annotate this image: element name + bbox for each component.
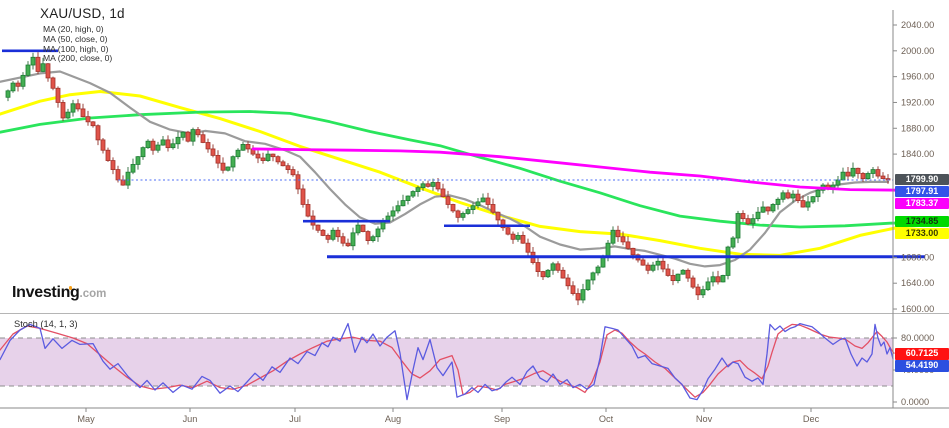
- month-label-nov: Nov: [696, 414, 713, 424]
- stoch-indicator-label: Stoch (14, 1, 3): [14, 319, 78, 329]
- price-tick-1680: 1680.00: [901, 252, 934, 262]
- symbol-title: XAU/USD, 1d: [40, 6, 125, 21]
- price-tick-1600: 1600.00: [901, 304, 934, 314]
- stoch-d-value-label: 60.7125: [895, 348, 949, 360]
- ma20-price-label: 1797.91: [895, 185, 949, 197]
- price-tick-1880: 1880.00: [901, 123, 934, 133]
- month-label-aug: Aug: [385, 414, 401, 424]
- ma-legend: MA (20, high, 0) MA (50, close, 0) MA (100…: [43, 24, 113, 64]
- legend-item-ma100: MA (100, high, 0): [43, 43, 109, 54]
- legend-item-ma200: MA (200, close, 0): [43, 53, 113, 64]
- month-label-jul: Jul: [289, 414, 301, 424]
- month-label-jun: Jun: [183, 414, 198, 424]
- investing-logo: Investing.com: [12, 284, 106, 302]
- price-tick-1920: 1920.00: [901, 97, 934, 107]
- stoch-tick-0: 0.0000: [901, 397, 929, 407]
- ma200-price-label: 1783.37: [895, 197, 949, 209]
- price-tick-1640: 1640.00: [901, 278, 934, 288]
- stoch-k-value-label: 54.4190: [895, 360, 949, 372]
- last-price-label: 1799.90: [895, 173, 949, 185]
- logo-text: Investing: [12, 284, 80, 301]
- price-tick-2000: 2000.00: [901, 46, 934, 56]
- logo-orange-dot: [68, 286, 73, 290]
- price-tick-1840: 1840.00: [901, 149, 934, 159]
- stoch-tick-80: 80.0000: [901, 333, 934, 343]
- legend-item-ma50: MA (50, close, 0): [43, 33, 108, 44]
- month-label-dec: Dec: [803, 414, 820, 424]
- price-tick-2040: 2040.00: [901, 20, 934, 30]
- logo-suffix: .com: [79, 288, 107, 300]
- month-label-oct: Oct: [599, 414, 614, 424]
- month-label-may: May: [77, 414, 95, 424]
- month-label-sep: Sep: [494, 414, 510, 424]
- ma100-price-label: 1734.85: [895, 215, 949, 227]
- price-tick-1960: 1960.00: [901, 72, 934, 82]
- legend-item-ma20: MA (20, high, 0): [43, 24, 104, 34]
- ma50-price-label: 1733.00: [895, 227, 949, 239]
